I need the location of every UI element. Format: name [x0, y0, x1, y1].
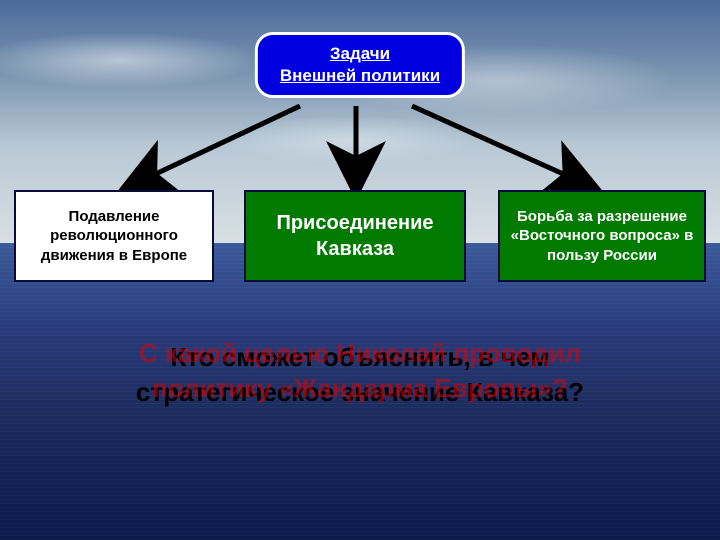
child-left-text: Подавление революционного движения в Евр…	[24, 207, 204, 266]
root-line2: Внешней политики	[280, 65, 440, 87]
child-node-center: Присоединение Кавказа	[244, 190, 466, 282]
question-layer-red: С какой целью Николай проводил политику …	[0, 336, 720, 406]
root-node: Задачи Внешней политики	[255, 32, 465, 98]
children-row: Подавление революционного движения в Евр…	[0, 190, 720, 300]
root-line1: Задачи	[280, 43, 440, 65]
child-node-left: Подавление революционного движения в Евр…	[14, 190, 214, 282]
child-right-text: Борьба за разрешение «Восточного вопроса…	[508, 207, 696, 266]
q-red-line1: С какой целью Николай проводил	[0, 336, 720, 371]
child-center-text: Присоединение Кавказа	[254, 210, 456, 262]
q-red-line2: политику «Жандарма Европы»?	[0, 371, 720, 406]
child-node-right: Борьба за разрешение «Восточного вопроса…	[498, 190, 706, 282]
